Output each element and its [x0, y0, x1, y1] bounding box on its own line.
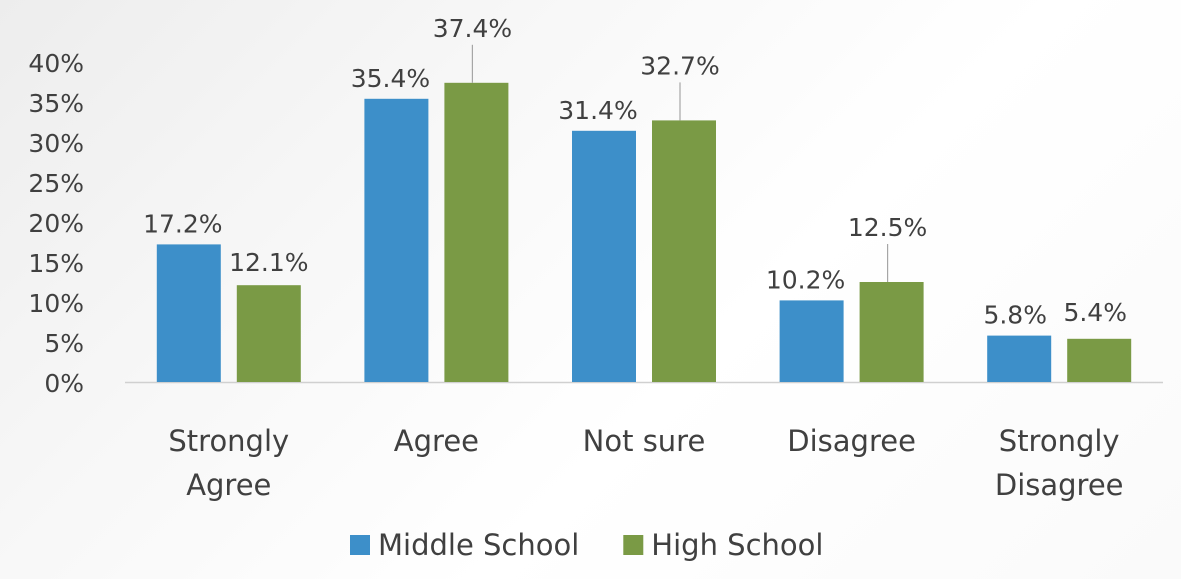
- data-label: 17.2%: [143, 209, 222, 238]
- bar: [572, 130, 636, 382]
- data-label: 12.1%: [229, 248, 308, 277]
- legend-swatch: [623, 535, 644, 555]
- y-tick-label: 35%: [28, 89, 84, 118]
- bar: [444, 82, 509, 383]
- legend-swatch: [350, 535, 370, 555]
- bar: [652, 120, 716, 383]
- y-tick-label: 15%: [28, 249, 84, 278]
- y-tick-label: 40%: [28, 49, 84, 78]
- y-tick-label: 0%: [44, 369, 84, 398]
- legend-item: High School: [623, 528, 823, 562]
- data-label: 37.4%: [433, 14, 512, 43]
- x-category-label: Disagree: [787, 424, 916, 458]
- bar: [156, 244, 221, 382]
- y-axis: 0% 5% 10% 15% 20% 25% 30% 35% 40%: [28, 49, 84, 398]
- data-label: 5.8%: [983, 301, 1047, 330]
- data-labels-group: 17.2% 35.4% 31.4% 10.2% 5.8% 12.1% 37.4% 32.7% 1…: [143, 14, 1127, 330]
- legend-label: High School: [651, 528, 823, 562]
- bar: [779, 300, 844, 382]
- y-tick-label: 25%: [28, 169, 84, 198]
- y-tick-label: 10%: [28, 289, 84, 318]
- legend-label: Middle School: [378, 528, 579, 562]
- bar: [987, 335, 1052, 382]
- bars-group: [156, 82, 1132, 383]
- data-label: 10.2%: [766, 265, 845, 294]
- x-axis: Strongly Agree Agree Not sure Disagree Strong…: [125, 381, 1163, 502]
- data-label: 12.5%: [848, 213, 927, 242]
- x-category-label: Agree: [394, 424, 479, 458]
- x-category-label: Not sure: [583, 424, 706, 458]
- bar: [1067, 338, 1132, 382]
- legend: Middle School High School: [350, 528, 823, 562]
- y-tick-label: 20%: [28, 209, 84, 238]
- bar: [236, 285, 301, 382]
- bar: [364, 98, 429, 383]
- bar: [859, 282, 924, 382]
- y-tick-label: 30%: [28, 129, 84, 158]
- data-label: 35.4%: [351, 64, 430, 93]
- data-label: 32.7%: [640, 51, 719, 80]
- x-category-label: Strongly Agree: [168, 424, 289, 502]
- data-label: 5.4%: [1063, 298, 1127, 327]
- data-label: 31.4%: [558, 96, 637, 125]
- legend-item: Middle School: [350, 528, 579, 562]
- x-category-label: Strongly Disagree: [995, 424, 1124, 502]
- y-tick-label: 5%: [44, 329, 84, 358]
